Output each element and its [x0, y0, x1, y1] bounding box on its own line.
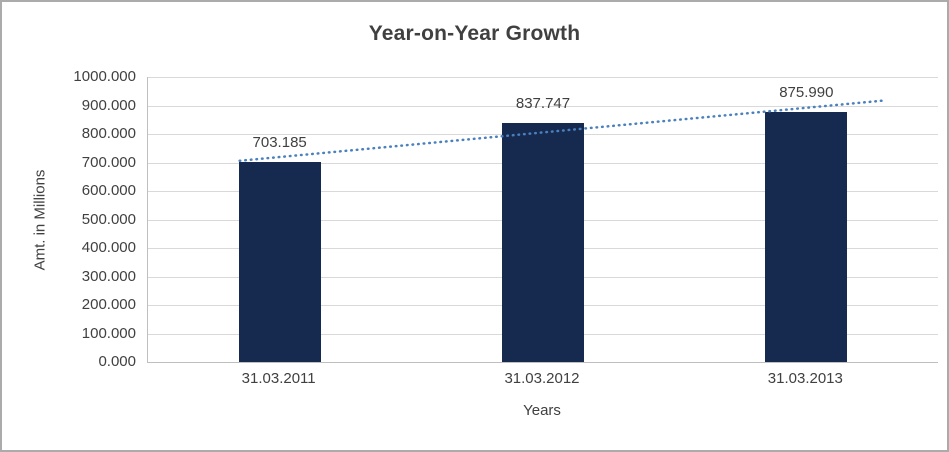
y-tick-label: 800.000 — [81, 125, 136, 142]
bar-value-label: 837.747 — [515, 95, 571, 113]
x-tick-label: 31.03.2012 — [504, 370, 580, 387]
y-tick-label: 900.000 — [81, 96, 136, 114]
bar-31.03.2012 — [502, 123, 584, 362]
y-tick-label: 300.000 — [81, 267, 136, 285]
bar-value-label: 875.990 — [779, 84, 834, 102]
gridline — [148, 77, 938, 78]
y-tick-label: 0.000 — [98, 353, 136, 370]
plot-area: 703.185 837.747 875.990 — [147, 77, 938, 363]
y-tick-label: 700.000 — [81, 153, 136, 171]
x-axis-title: Years — [523, 402, 561, 419]
chart-title: Year-on-Year Growth — [368, 22, 581, 45]
bar-31.03.2013 — [765, 112, 848, 362]
y-tick-label: 400.000 — [81, 239, 136, 256]
y-tick-label: 600.000 — [81, 182, 136, 199]
bar-31.03.2011 — [238, 161, 321, 362]
y-tick-label: 500.000 — [81, 210, 136, 228]
x-tick-label: 31.03.2013 — [767, 370, 843, 387]
y-tick-label: 100.000 — [81, 324, 136, 342]
y-tick-label: 1000.000 — [73, 68, 136, 85]
y-tick-label: 200.000 — [81, 296, 136, 313]
bar-value-label: 703.185 — [252, 133, 307, 151]
x-tick-label: 31.03.2011 — [241, 370, 316, 387]
